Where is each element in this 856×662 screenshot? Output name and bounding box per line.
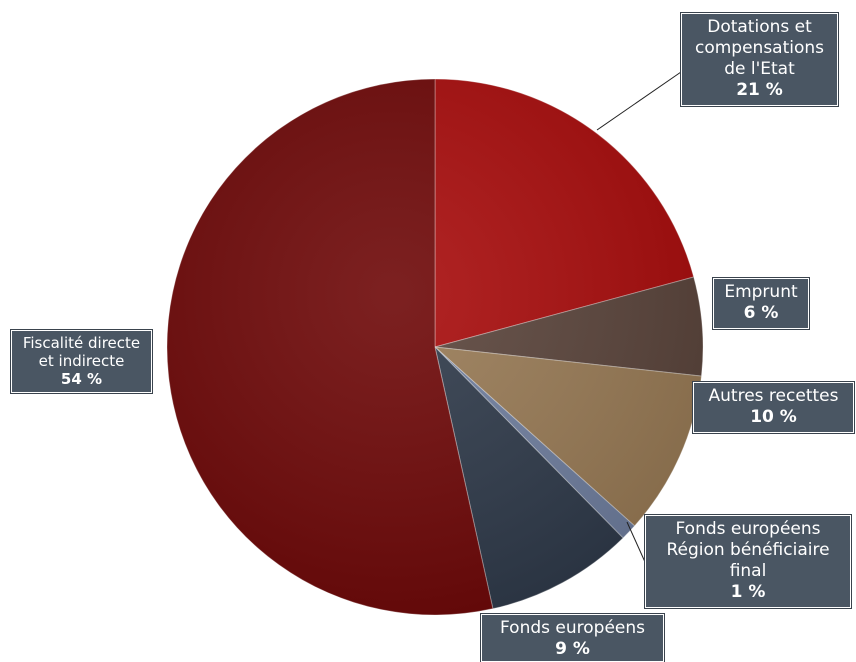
slice-label-fonds-europeens-region: Fonds européens Région bénéficiaire fina…: [645, 515, 851, 608]
slice-label-emprunt-name: Emprunt: [724, 282, 798, 302]
slice-label-fonds-europeens: Fonds européens 9 %: [481, 614, 664, 662]
slice-label-fonds-europeens-pct: 9 %: [555, 639, 590, 659]
leader-line-fonds-europeens-region: [626, 521, 646, 563]
slice-label-fiscalite: Fiscalité directe et indirecte 54 %: [11, 330, 152, 393]
slice-label-fiscalite-pct: 54 %: [60, 370, 103, 388]
slice-label-autres-recettes-pct: 10 %: [750, 407, 797, 427]
slice-label-fonds-europeens-name: Fonds européens: [500, 618, 645, 638]
slice-label-dotations-name: Dotations et compensations de l'Etat: [694, 17, 825, 79]
slice-label-autres-recettes: Autres recettes 10 %: [693, 382, 854, 433]
slice-label-emprunt-pct: 6 %: [743, 303, 779, 323]
leader-line-dotations: [596, 71, 682, 131]
slice-label-dotations-pct: 21 %: [736, 80, 783, 100]
slice-label-autres-recettes-name: Autres recettes: [708, 386, 839, 406]
slice-label-emprunt: Emprunt 6 %: [713, 278, 809, 329]
slice-label-fonds-europeens-region-name: Fonds européens Région bénéficiaire fina…: [666, 519, 830, 581]
slice-label-fiscalite-name: Fiscalité directe et indirecte: [22, 334, 141, 370]
slice-label-fonds-europeens-region-pct: 1 %: [730, 582, 766, 602]
slice-label-dotations: Dotations et compensations de l'Etat 21 …: [681, 13, 838, 106]
